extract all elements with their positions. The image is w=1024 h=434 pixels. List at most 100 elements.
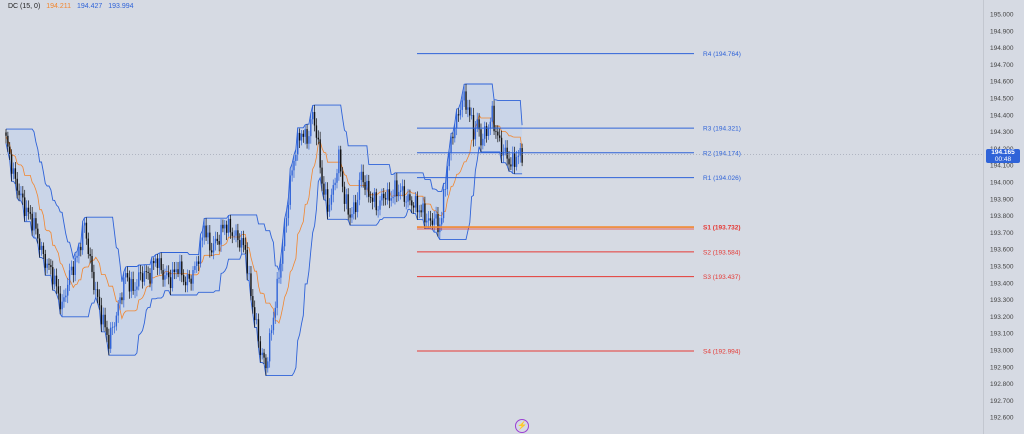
candle-body: [508, 158, 510, 165]
candle-body: [336, 173, 338, 183]
candle-body: [369, 196, 372, 198]
lightning-icon[interactable]: ⚡: [515, 419, 529, 433]
price-tick-label: 194.800: [990, 45, 1014, 52]
candle-body: [429, 218, 432, 221]
candle-body: [285, 218, 288, 227]
candle-body: [480, 129, 482, 146]
price-tick-label: 193.800: [990, 213, 1014, 220]
candle-body: [478, 119, 480, 130]
candle-body: [252, 296, 254, 308]
candle-body: [448, 153, 450, 167]
price-tick-label: 193.900: [990, 196, 1014, 203]
candle-body: [384, 198, 387, 200]
candle-body: [169, 277, 172, 289]
candle-body: [20, 193, 22, 196]
candle-body: [179, 261, 181, 274]
candle-body: [442, 189, 445, 219]
candle-body: [467, 107, 469, 110]
candle-body: [396, 180, 398, 197]
candle-body: [334, 182, 336, 186]
candle-body: [63, 297, 65, 302]
candle-body: [46, 263, 48, 268]
candle-body: [40, 245, 43, 250]
candle-body: [171, 269, 174, 289]
candle-body: [55, 275, 58, 287]
candle-body: [422, 203, 424, 213]
candle-body: [106, 327, 108, 335]
price-axis[interactable]: 195.000 194.900 194.800 194.700 194.600 194.5…: [0, 12, 1014, 422]
candle-body: [57, 286, 60, 294]
candle-body: [173, 269, 175, 273]
candle-body: [317, 137, 319, 140]
candle-body: [239, 240, 241, 248]
indicator-legend[interactable]: DC (15, 0) 194.211 194.427 193.994: [8, 3, 138, 10]
candle-body: [328, 204, 331, 212]
candle-body: [72, 266, 75, 276]
level-label: R1 (194.026): [703, 175, 741, 182]
candle-body: [459, 109, 462, 116]
candle-body: [35, 218, 37, 229]
candle-body: [44, 253, 46, 268]
candle-body: [311, 112, 314, 120]
candle-body: [287, 204, 290, 219]
candle-body: [76, 255, 78, 258]
price-tick-label: 193.400: [990, 280, 1014, 287]
candle-body: [332, 185, 334, 195]
candle-body: [244, 245, 247, 250]
candle-body: [392, 197, 394, 199]
candle-body: [283, 226, 286, 247]
candle-body: [188, 274, 190, 279]
candle-body: [190, 278, 192, 284]
candle-body: [345, 194, 348, 204]
candle-body: [233, 235, 235, 237]
candle-body: [454, 127, 456, 139]
candle-body: [321, 167, 323, 184]
candle-body: [237, 230, 239, 241]
candle-body: [306, 129, 308, 144]
candle-body: [111, 326, 114, 328]
candle-body: [313, 112, 316, 126]
candle-body: [278, 277, 280, 279]
candle-body: [78, 246, 80, 256]
candle-body: [203, 225, 205, 238]
candle-body: [358, 179, 361, 200]
candle-body: [110, 327, 112, 349]
candle-body: [482, 138, 484, 146]
candle-body: [297, 132, 299, 155]
candle-body: [143, 271, 146, 282]
candle-body: [85, 222, 88, 239]
candle-body: [117, 303, 119, 316]
candle-body: [470, 115, 473, 116]
candle-body: [347, 194, 349, 215]
candle-body: [465, 91, 467, 110]
candle-body: [326, 189, 329, 212]
candle-body: [325, 189, 327, 195]
candle-body: [484, 126, 486, 139]
candle-body: [302, 133, 305, 137]
candle-body: [424, 203, 426, 223]
candle-body: [134, 289, 136, 291]
candle-body: [207, 232, 209, 238]
candle-body: [399, 190, 402, 193]
price-tick-label: 194.600: [990, 79, 1014, 86]
candle-body: [379, 200, 381, 210]
candle-body: [463, 91, 465, 101]
candle-body: [91, 256, 93, 272]
candle-body: [498, 135, 501, 138]
candle-body: [353, 202, 355, 215]
candle-body: [100, 305, 103, 325]
candle-body: [164, 275, 166, 280]
candle-body: [115, 315, 118, 327]
candle-body: [108, 334, 110, 349]
candle-body: [418, 210, 420, 213]
candle-body: [235, 230, 237, 236]
candles: [5, 84, 523, 376]
price-tick-label: 194.900: [990, 28, 1014, 35]
candle-body: [128, 277, 131, 292]
candle-body: [338, 149, 340, 174]
candle-body: [132, 279, 134, 291]
candle-body: [310, 119, 312, 137]
price-tick-label: 194.500: [990, 96, 1014, 103]
candle-body: [461, 100, 463, 110]
